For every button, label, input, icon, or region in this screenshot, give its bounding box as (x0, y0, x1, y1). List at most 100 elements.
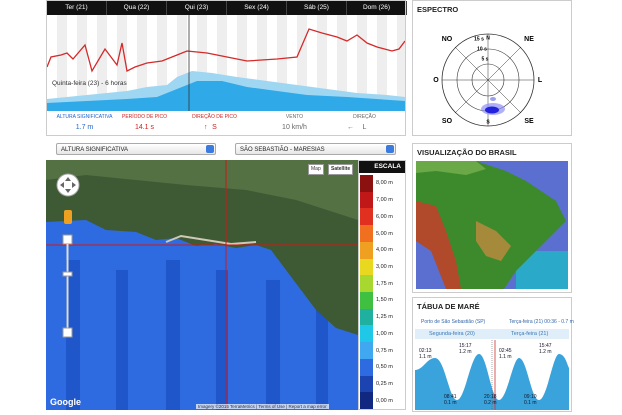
low-tide-time: 09:10 (524, 394, 537, 400)
forecast-panel: Ter (21) Qua (22) Qui (23) Sex (24) Sáb (25)… (46, 0, 407, 136)
forecast-chart: Quinta-feira (23) - 6 horas (47, 15, 405, 111)
ring-label: 15 s (474, 36, 484, 42)
day-tab[interactable]: Qui (23) (167, 1, 227, 15)
direction-label: L (538, 77, 543, 84)
attribution-text: Imagery ©2015 TerraMetrics (198, 404, 255, 409)
scale-swatch (360, 275, 373, 292)
scale-label: 0,00 m (376, 397, 393, 404)
tide-current: Terça-feira (21) 00:36 - 0.7 m (509, 319, 574, 325)
metric-label: ALTURA SIGNIFICATIVA (56, 114, 113, 120)
satellite-type-button[interactable]: Satellite (328, 164, 354, 175)
scale-label: 1,25 m (376, 314, 393, 321)
scale-swatch (360, 225, 373, 242)
metric-value: 10 km/h (282, 124, 307, 131)
metric-label: DIREÇÃO (353, 114, 376, 120)
day-tab[interactable]: Dom (26) (347, 1, 407, 15)
high-tide-time: 15:17 (459, 343, 472, 349)
brazil-map (416, 161, 568, 289)
metric-value: 14.1 s (134, 124, 155, 131)
day-header: Ter (21) Qua (22) Qui (23) Sex (24) Sáb (25)… (47, 1, 407, 15)
map[interactable]: Map Satellite Google Imagery ©2015 Terra… (46, 160, 358, 410)
forecast-caption: Quinta-feira (23) - 6 horas (52, 80, 128, 87)
direction-label: O (433, 77, 439, 84)
scale-label: 3,00 m (376, 263, 393, 270)
tide-title: TÁBUA DE MARÉ (417, 302, 480, 311)
metric-value: L (362, 124, 367, 131)
direction-label: SE (524, 118, 534, 125)
brazil-panel: VISUALIZAÇÃO DO BRASIL (412, 143, 572, 293)
select-arrow (206, 145, 214, 153)
scale-swatch (360, 292, 373, 309)
scale-label: 1,50 m (376, 297, 393, 304)
high-tide-time: 02:45 (499, 348, 512, 354)
spectrum-panel: ESPECTRO N NE L SE S SO O NO 15 s 10 s 5 s (412, 0, 572, 136)
direction-label: NO (442, 36, 453, 43)
scale-label: 7,00 m (376, 197, 393, 204)
high-tide-time: 15:47 (539, 343, 552, 349)
terms-link[interactable]: Terms of Use (258, 404, 285, 409)
spectrum-plot: N NE L SE S SO O NO 15 s 10 s 5 s (433, 33, 543, 127)
tide-day: Terça-feira (21) (511, 331, 549, 337)
scale-panel: ESCALA 8,00 m 7,00 m 6,00 m 5,00 m 4,00 m 3,0… (358, 160, 406, 410)
scale-label: 0,75 m (376, 347, 393, 354)
scale-title: ESCALA (359, 161, 405, 173)
high-tide-height: 1.1 m (499, 354, 512, 360)
scale-label: 0,50 m (376, 364, 393, 371)
scale-label: 1,00 m (376, 330, 393, 337)
scale-swatch (360, 258, 373, 276)
scale-label: 6,00 m (376, 213, 393, 220)
ring-label: 5 s (482, 56, 489, 62)
high-tide-height: 1.2 m (539, 349, 552, 355)
tide-day: Segunda-feira (20) (429, 331, 475, 337)
map-type-button[interactable]: Map (308, 164, 324, 175)
scale-swatch (360, 325, 373, 343)
tide-labels: 02:13 1.1 m 15:17 1.2 m 02:45 1.1 m 15:47 1.2 m… (413, 298, 571, 411)
day-tab[interactable]: Ter (21) (47, 1, 107, 15)
direction-label: NE (524, 36, 534, 43)
scale-swatch (360, 208, 373, 226)
metric-label: VENTO (285, 114, 304, 120)
scale-swatch (360, 191, 373, 209)
scale-label: 5,00 m (376, 230, 393, 237)
direction-label: SO (442, 118, 453, 125)
direction-arrow: ↑ (204, 124, 208, 131)
ring-label: 10 s (477, 46, 487, 52)
day-tab[interactable]: Sex (24) (227, 1, 287, 15)
location-select-text: SÃO SEBASTIÃO - MARESIAS (240, 147, 325, 153)
scale-swatch (360, 241, 373, 259)
low-tide-height: 0.1 m (444, 400, 457, 406)
brazil-title: VISUALIZAÇÃO DO BRASIL (417, 148, 517, 157)
low-tide-height: 0.2 m (484, 400, 497, 406)
metrics-row: ALTURA SIGNIFICATIVA 1.7 m PERÍODO DE PICO… (47, 111, 405, 135)
scale-list: 8,00 m 7,00 m 6,00 m 5,00 m 4,00 m 3,00 m 1,75… (359, 175, 405, 409)
spectrum-title: ESPECTRO (417, 5, 459, 14)
tide-days-row: Segunda-feira (20) Terça-feira (21) (415, 329, 569, 339)
direction-label: S (486, 119, 490, 125)
day-tab[interactable]: Sáb (25) (287, 1, 347, 15)
variable-select[interactable]: ALTURA SIGNIFICATIVA (56, 143, 216, 155)
scale-label: 8,00 m (376, 180, 393, 187)
tide-panel: TÁBUA DE MARÉ Porto de São Sebastião (SP… (412, 297, 574, 412)
scale-swatch (360, 342, 373, 359)
direction-label: N (486, 35, 490, 41)
metric-value: 1.7 m (75, 124, 94, 131)
metric-label: DIREÇÃO DE PICO (192, 114, 237, 120)
scale-swatch (360, 375, 373, 393)
scale-label: 1,75 m (376, 280, 393, 287)
low-tide-time: 20:18 (484, 394, 497, 400)
scale-swatch (360, 392, 373, 409)
scale-label: 0,25 m (376, 380, 393, 387)
scale-swatch (360, 358, 373, 376)
high-tide-height: 1.2 m (459, 349, 472, 355)
location-select[interactable]: SÃO SEBASTIÃO - MARESIAS (235, 143, 396, 155)
day-tab[interactable]: Qua (22) (107, 1, 167, 15)
map-imagery (46, 160, 358, 410)
google-logo: Google (50, 397, 81, 407)
tide-station: Porto de São Sebastião (SP) (421, 319, 486, 325)
wind-arrow: ← (347, 124, 354, 131)
select-arrow (386, 145, 394, 153)
low-tide-time: 08:41 (444, 394, 457, 400)
metric-value: S (212, 124, 217, 131)
high-tide-time: 02:13 (419, 348, 432, 354)
report-link[interactable]: Report a map error (288, 404, 327, 409)
